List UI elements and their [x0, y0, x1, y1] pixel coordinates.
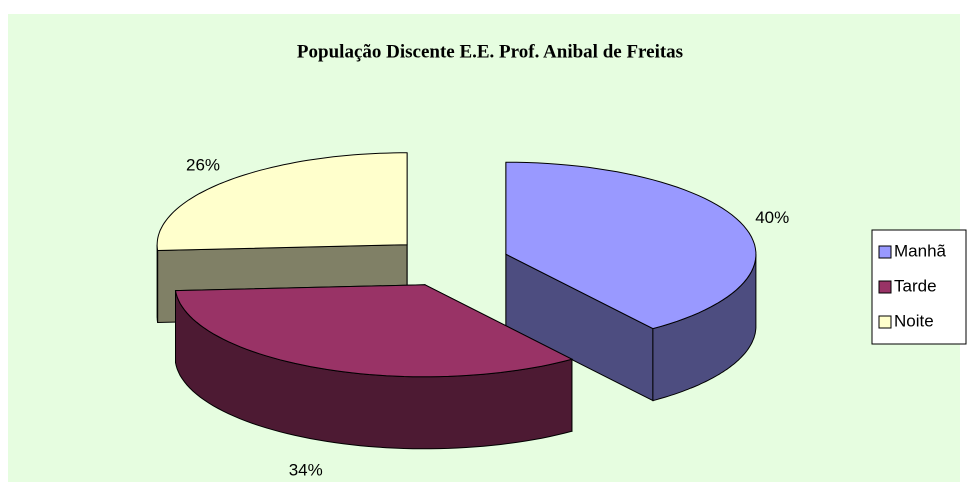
chart-title: População Discente E.E. Prof. Anibal de …	[297, 41, 683, 62]
legend-swatch	[878, 315, 892, 329]
data-label: 40%	[755, 208, 789, 227]
legend-label: Manhã	[894, 241, 947, 260]
legend-label: Tarde	[894, 276, 937, 295]
legend-swatch	[878, 245, 892, 259]
data-label: 34%	[289, 460, 323, 479]
legend-label: Noite	[894, 311, 934, 330]
legend-swatch	[878, 280, 892, 294]
slice-top	[156, 152, 408, 252]
slice	[174, 283, 574, 450]
slice-wall	[156, 244, 159, 323]
data-label: 26%	[186, 156, 220, 175]
slice	[505, 161, 757, 402]
slice-top	[174, 284, 574, 378]
slice-top	[505, 161, 757, 330]
